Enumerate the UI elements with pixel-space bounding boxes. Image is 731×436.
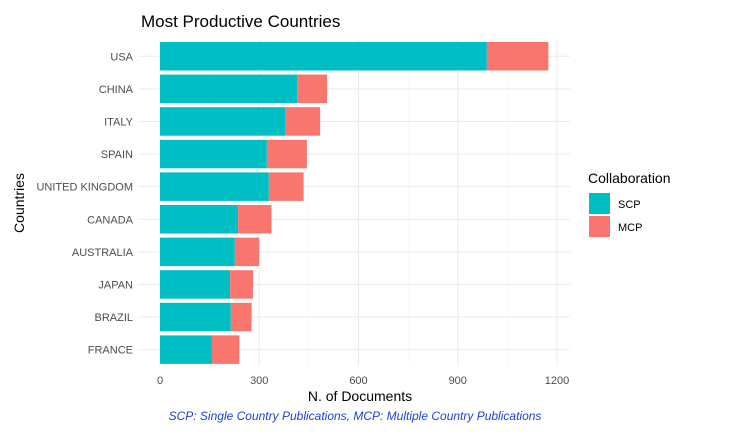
bars	[160, 42, 549, 364]
bar-mcp-brazil	[230, 302, 252, 332]
y-tick-label: ITALY	[104, 116, 134, 128]
bar-mcp-usa	[486, 42, 549, 71]
bar-mcp-australia	[234, 237, 260, 267]
legend-label-scp: SCP	[618, 199, 641, 211]
chart-title: Most Productive Countries	[141, 12, 340, 31]
bar-scp-usa	[160, 42, 487, 71]
y-tick-label: CANADA	[87, 214, 134, 226]
legend-title: Collaboration	[588, 170, 671, 186]
y-tick-label: CHINA	[99, 84, 134, 96]
x-axis-title: N. of Documents	[308, 388, 412, 404]
y-tick-label: SPAIN	[101, 149, 133, 161]
y-tick-label: BRAZIL	[94, 312, 133, 324]
bar-scp-france	[160, 335, 212, 364]
bar-scp-brazil	[160, 302, 231, 332]
bar-mcp-china	[297, 74, 328, 104]
y-tick-label: UNITED KINGDOM	[36, 182, 133, 194]
bar-scp-canada	[160, 205, 239, 234]
y-tick-label: JAPAN	[98, 279, 133, 291]
legend-label-mcp: MCP	[618, 222, 642, 234]
bar-mcp-united-kingdom	[268, 172, 304, 201]
bar-mcp-canada	[238, 205, 272, 234]
chart-caption: SCP: Single Country Publications, MCP: M…	[169, 409, 542, 423]
legend-key-mcp	[589, 216, 610, 237]
x-tick-label: 900	[449, 375, 467, 387]
x-tick-label: 1200	[545, 375, 569, 387]
bar-scp-australia	[160, 237, 235, 267]
y-tick-label: FRANCE	[88, 345, 133, 357]
y-tick-labels: USA CHINA ITALY SPAIN UNITED KINGDOM CANADA AU…	[36, 51, 133, 356]
y-axis-title: Countries	[11, 173, 27, 233]
bar-scp-japan	[160, 270, 231, 299]
bar-mcp-spain	[266, 139, 307, 169]
bar-scp-spain	[160, 139, 267, 169]
x-tick-label: 300	[250, 375, 268, 387]
bar-mcp-italy	[285, 107, 321, 136]
bar-scp-united-kingdom	[160, 172, 269, 201]
y-tick-label: AUSTRALIA	[72, 247, 134, 259]
bar-scp-china	[160, 74, 298, 104]
bar-mcp-japan	[230, 270, 253, 299]
bar-scp-italy	[160, 107, 286, 136]
x-tick-label: 600	[349, 375, 367, 387]
legend: SCP MCP	[589, 193, 642, 237]
x-tick-label: 0	[157, 375, 163, 387]
legend-key-scp	[589, 193, 610, 214]
x-tick-labels: 0 300 600 900 1200	[157, 375, 569, 387]
y-tick-label: USA	[110, 51, 133, 63]
bar-mcp-france	[211, 335, 240, 364]
